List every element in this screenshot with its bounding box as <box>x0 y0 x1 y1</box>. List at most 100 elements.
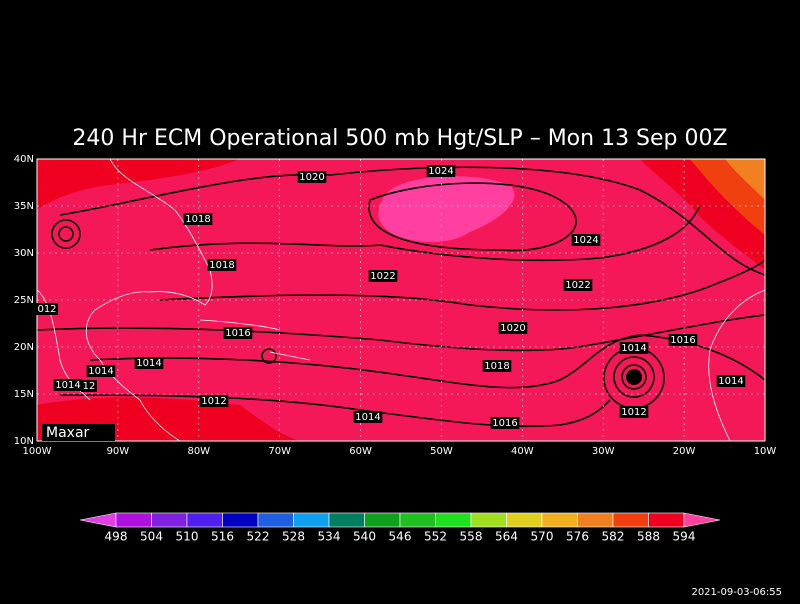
x-tick-label: 50W <box>430 446 453 457</box>
isobar-label: 1014 <box>355 412 380 423</box>
isobar-label: 1014 <box>621 343 646 354</box>
colorbar-label: 588 <box>637 530 660 544</box>
colorbar-box <box>364 512 401 528</box>
isobar-label: 1012 <box>621 407 646 418</box>
isobar-label: 1014 <box>136 358 161 369</box>
map <box>37 159 765 441</box>
colorbar-box <box>293 512 330 528</box>
colorbar-box <box>186 512 223 528</box>
isobar-label-box <box>223 327 253 339</box>
isobar-label: 1022 <box>370 271 395 282</box>
colorbar-box <box>648 512 685 528</box>
colorbar-label: 498 <box>105 530 128 544</box>
isobar-label-box <box>35 303 59 315</box>
height-fill <box>37 159 240 210</box>
y-tick-label: 40N <box>14 154 34 165</box>
isobar-label: 1018 <box>484 361 509 372</box>
colorbar-label: 534 <box>318 530 341 544</box>
x-tick-label: 90W <box>107 446 130 457</box>
x-tick-label: 80W <box>187 446 210 457</box>
isobar-label-box <box>207 259 237 271</box>
colorbar-label: 504 <box>140 530 163 544</box>
colorbar-label: 594 <box>673 530 696 544</box>
isobar-label-box <box>86 365 116 377</box>
colorbar-label: 576 <box>566 530 589 544</box>
colorbar-label: 516 <box>211 530 234 544</box>
x-tick-label: 70W <box>268 446 291 457</box>
colorbar-label: 510 <box>176 530 199 544</box>
title: 240 Hr ECM Operational 500 mb Hgt/SLP – … <box>72 126 727 151</box>
colorbar-box <box>577 512 614 528</box>
isobar-label: 1014 <box>88 366 113 377</box>
y-tick-label: 25N <box>14 295 34 306</box>
height-fill <box>725 159 765 200</box>
isobar-label-box <box>482 360 512 372</box>
isobar-label: 1014 <box>55 380 80 391</box>
colorbar-box <box>506 512 543 528</box>
isobar-label-box <box>668 334 698 346</box>
colorbar-label: 522 <box>247 530 270 544</box>
isobar-label-box <box>490 417 520 429</box>
isobar-label-box <box>199 395 229 407</box>
logo-box <box>42 424 115 441</box>
isobar-label: 1018 <box>209 260 234 271</box>
isobar-label: 1016 <box>670 335 695 346</box>
colorbar-label: 564 <box>495 530 518 544</box>
isobar-label: 1016 <box>225 328 250 339</box>
colorbar-arrow-right <box>683 512 721 528</box>
isobar-label-box <box>716 375 746 387</box>
x-tick-label: 60W <box>349 446 372 457</box>
isobar-label: 012 <box>37 304 56 315</box>
height-fill <box>378 176 515 243</box>
y-tick-label: 30N <box>14 248 34 259</box>
colorbar-box <box>541 512 578 528</box>
isobar-label-box <box>183 213 213 225</box>
isobar-label: 12 <box>83 381 96 392</box>
colorbar-label: 528 <box>282 530 305 544</box>
isobar-label: 1014 <box>718 376 743 387</box>
isobar-label-box <box>619 342 649 354</box>
isobar-label-box <box>134 357 164 369</box>
isobar-label-box <box>426 165 456 177</box>
logo: Maxar <box>46 425 90 441</box>
y-tick-label: 15N <box>14 389 34 400</box>
colorbar-box <box>257 512 294 528</box>
isobar-label: 1012 <box>201 396 226 407</box>
isobar-label-box <box>563 279 593 291</box>
colorbar-label: 582 <box>602 530 625 544</box>
x-tick-label: 40W <box>511 446 534 457</box>
colorbar-box <box>470 512 507 528</box>
colorbar-box <box>328 512 365 528</box>
isobar-label-box <box>619 406 649 418</box>
isobar-label: 1024 <box>573 235 598 246</box>
colorbar-label: 552 <box>424 530 447 544</box>
colorbar-box <box>399 512 436 528</box>
colorbar-label: 570 <box>531 530 554 544</box>
isobar-label-box <box>297 171 327 183</box>
isobar-label-box <box>368 270 398 282</box>
isobar-label: 1020 <box>299 172 324 183</box>
x-tick-label: 30W <box>592 446 615 457</box>
colorbar-box <box>222 512 259 528</box>
x-tick-label: 10W <box>754 446 777 457</box>
colorbar-label: 558 <box>460 530 483 544</box>
isobar-label: 1016 <box>492 418 517 429</box>
colorbar-label: 546 <box>389 530 412 544</box>
colorbar-box <box>435 512 472 528</box>
isobar-label: 1018 <box>185 214 210 225</box>
isobar-label: 1024 <box>428 166 453 177</box>
y-tick-label: 10N <box>14 436 34 447</box>
storm-center <box>626 369 642 385</box>
colorbar-label: 540 <box>353 530 376 544</box>
isobar-label-box <box>571 234 601 246</box>
isobar-label-box <box>53 379 83 391</box>
map-frame <box>36 158 766 442</box>
timestamp: 2021-09-03-06:55 <box>691 587 782 598</box>
colorbar-box <box>115 512 152 528</box>
x-tick-label: 20W <box>673 446 696 457</box>
isobar-label: 1020 <box>500 323 525 334</box>
y-tick-label: 20N <box>14 342 34 353</box>
y-tick-label: 35N <box>14 201 34 212</box>
